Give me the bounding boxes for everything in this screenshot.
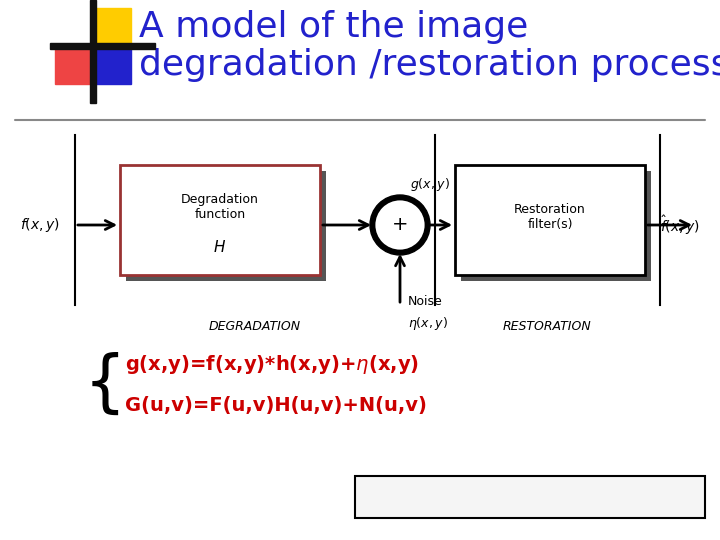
Text: If linear, position-invariant system: If linear, position-invariant system	[399, 489, 661, 504]
Bar	[93, 46, 131, 84]
Circle shape	[374, 199, 426, 251]
Bar	[93, 8, 131, 46]
Text: Degradation
function: Degradation function	[181, 193, 259, 221]
Bar	[55, 46, 93, 84]
Text: G(u,v)=F(u,v)H(u,v)+N(u,v): G(u,v)=F(u,v)H(u,v)+N(u,v)	[125, 395, 427, 415]
Text: +: +	[392, 215, 408, 234]
Text: RESTORATION: RESTORATION	[503, 320, 592, 333]
Bar	[126, 171, 326, 281]
Text: A model of the image: A model of the image	[139, 10, 528, 44]
Text: {: {	[84, 352, 126, 418]
Text: DEGRADATION: DEGRADATION	[209, 320, 301, 333]
Bar	[461, 171, 651, 281]
Bar	[90, 1, 96, 103]
Text: g(x,y)=f(x,y)*h(x,y)+$\eta$(x,y): g(x,y)=f(x,y)*h(x,y)+$\eta$(x,y)	[125, 354, 419, 376]
Text: degradation /restoration process: degradation /restoration process	[139, 48, 720, 82]
Text: $\eta(x,y)$: $\eta(x,y)$	[408, 315, 448, 332]
Text: $H$: $H$	[213, 239, 227, 255]
Bar	[455, 165, 645, 275]
Text: Restoration
filter(s): Restoration filter(s)	[514, 203, 586, 231]
Bar	[50, 43, 155, 49]
Circle shape	[370, 195, 430, 255]
Bar	[355, 476, 705, 518]
Text: $f(x,y)$: $f(x,y)$	[20, 216, 60, 234]
Text: Noise: Noise	[408, 295, 443, 308]
Text: $\hat{f}(x,y)$: $\hat{f}(x,y)$	[660, 213, 700, 237]
Bar	[120, 165, 320, 275]
Text: $g(x,y)$: $g(x,y)$	[410, 176, 450, 193]
